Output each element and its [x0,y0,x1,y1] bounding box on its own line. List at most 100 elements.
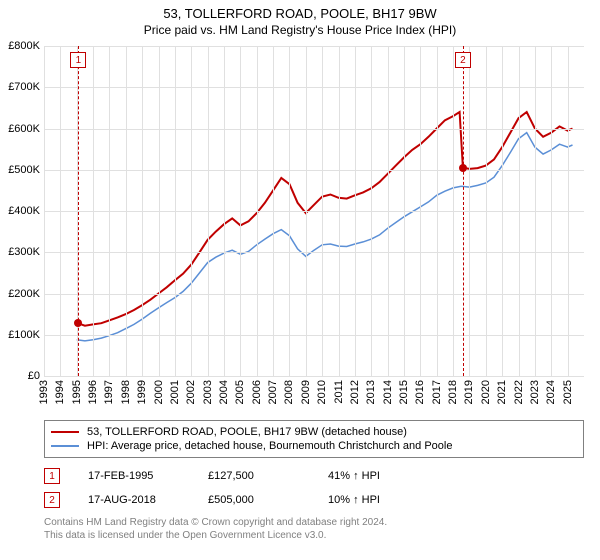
x-axis-tick: 2010 [316,380,328,404]
x-axis-tick: 2008 [283,380,295,404]
chart-plot-area: £0£100K£200K£300K£400K£500K£600K£700K£80… [44,46,584,376]
gridline-v [93,46,94,376]
gridline-v [306,46,307,376]
legend-swatch [51,431,79,433]
x-axis-tick: 2021 [496,380,508,404]
x-axis-tick: 2013 [365,380,377,404]
gridline-v [289,46,290,376]
sale-row-pct: 10% ↑ HPI [328,494,448,506]
x-axis-tick: 2002 [185,380,197,404]
x-axis-tick: 2007 [267,380,279,404]
gridline-v [240,46,241,376]
gridline-h [44,376,584,377]
x-axis-tick: 2015 [398,380,410,404]
legend-row: 53, TOLLERFORD ROAD, POOLE, BH17 9BW (de… [51,425,577,439]
y-axis-tick: £500K [8,164,40,176]
x-axis-tick: 2025 [562,380,574,404]
gridline-v [404,46,405,376]
x-axis-tick: 2003 [202,380,214,404]
legend-label: HPI: Average price, detached house, Bour… [87,440,452,452]
sale-dot [459,164,467,172]
gridline-v [60,46,61,376]
y-axis-tick: £300K [8,246,40,258]
gridline-v [142,46,143,376]
sale-row-price: £127,500 [208,470,328,482]
gridline-v [44,46,45,376]
x-axis-tick: 2023 [529,380,541,404]
gridline-v [502,46,503,376]
x-axis-tick: 1995 [71,380,83,404]
gridline-v [257,46,258,376]
sale-row-date: 17-FEB-1995 [88,470,208,482]
chart-subtitle: Price paid vs. HM Land Registry's House … [0,21,600,41]
gridline-v [420,46,421,376]
x-axis-tick: 2016 [414,380,426,404]
sale-row-date: 17-AUG-2018 [88,494,208,506]
sale-marker-label: 1 [70,52,86,68]
gridline-v [339,46,340,376]
legend-label: 53, TOLLERFORD ROAD, POOLE, BH17 9BW (de… [87,426,407,438]
x-axis-tick: 2022 [513,380,525,404]
gridline-v [273,46,274,376]
x-axis-tick: 2019 [463,380,475,404]
gridline-v [469,46,470,376]
footer-line-1: Contains HM Land Registry data © Crown c… [44,516,584,529]
x-axis-tick: 2000 [153,380,165,404]
gridline-v [568,46,569,376]
footer-line-2: This data is licensed under the Open Gov… [44,529,584,542]
gridline-v [535,46,536,376]
sales-table: 1 17-FEB-1995£127,50041% ↑ HPI 2 17-AUG-201… [44,464,584,512]
y-axis-tick: £400K [8,205,40,217]
legend-row: HPI: Average price, detached house, Bour… [51,439,577,453]
sale-row-price: £505,000 [208,494,328,506]
gridline-v [388,46,389,376]
y-axis-tick: £100K [8,329,40,341]
legend-box: 53, TOLLERFORD ROAD, POOLE, BH17 9BW (de… [44,420,584,458]
x-axis-tick: 2024 [545,380,557,404]
sale-row: 2 17-AUG-2018£505,00010% ↑ HPI [44,488,584,512]
gridline-v [371,46,372,376]
y-axis-tick: £200K [8,288,40,300]
sale-row-marker: 2 [44,492,60,508]
x-axis-tick: 2005 [234,380,246,404]
footer-attribution: Contains HM Land Registry data © Crown c… [44,516,584,542]
gridline-v [551,46,552,376]
x-axis-tick: 1998 [120,380,132,404]
gridline-v [159,46,160,376]
sale-row-marker: 1 [44,468,60,484]
x-axis-tick: 2001 [169,380,181,404]
gridline-v [437,46,438,376]
y-axis-tick: £600K [8,123,40,135]
gridline-v [109,46,110,376]
x-axis-tick: 2017 [431,380,443,404]
x-axis-tick: 2014 [382,380,394,404]
x-axis-tick: 1993 [38,380,50,404]
gridline-v [486,46,487,376]
gridline-v [453,46,454,376]
x-axis-tick: 2006 [251,380,263,404]
legend-swatch [51,445,79,447]
y-axis-tick: £700K [8,81,40,93]
x-axis-tick: 2011 [333,380,345,404]
gridline-v [519,46,520,376]
sale-row: 1 17-FEB-1995£127,50041% ↑ HPI [44,464,584,488]
x-axis-tick: 2018 [447,380,459,404]
sale-marker-label: 2 [455,52,471,68]
series-line [77,133,573,341]
gridline-v [208,46,209,376]
gridline-v [322,46,323,376]
chart-title: 53, TOLLERFORD ROAD, POOLE, BH17 9BW [0,0,600,21]
x-axis-tick: 2004 [218,380,230,404]
sale-dot [74,319,82,327]
gridline-v [126,46,127,376]
x-axis-tick: 2012 [349,380,361,404]
y-axis-tick: £800K [8,40,40,52]
x-axis-tick: 1994 [54,380,66,404]
gridline-v [355,46,356,376]
x-axis-tick: 1997 [103,380,115,404]
sale-row-pct: 41% ↑ HPI [328,470,448,482]
x-axis-tick: 1999 [136,380,148,404]
x-axis-tick: 1996 [87,380,99,404]
gridline-v [191,46,192,376]
x-axis-tick: 2020 [480,380,492,404]
